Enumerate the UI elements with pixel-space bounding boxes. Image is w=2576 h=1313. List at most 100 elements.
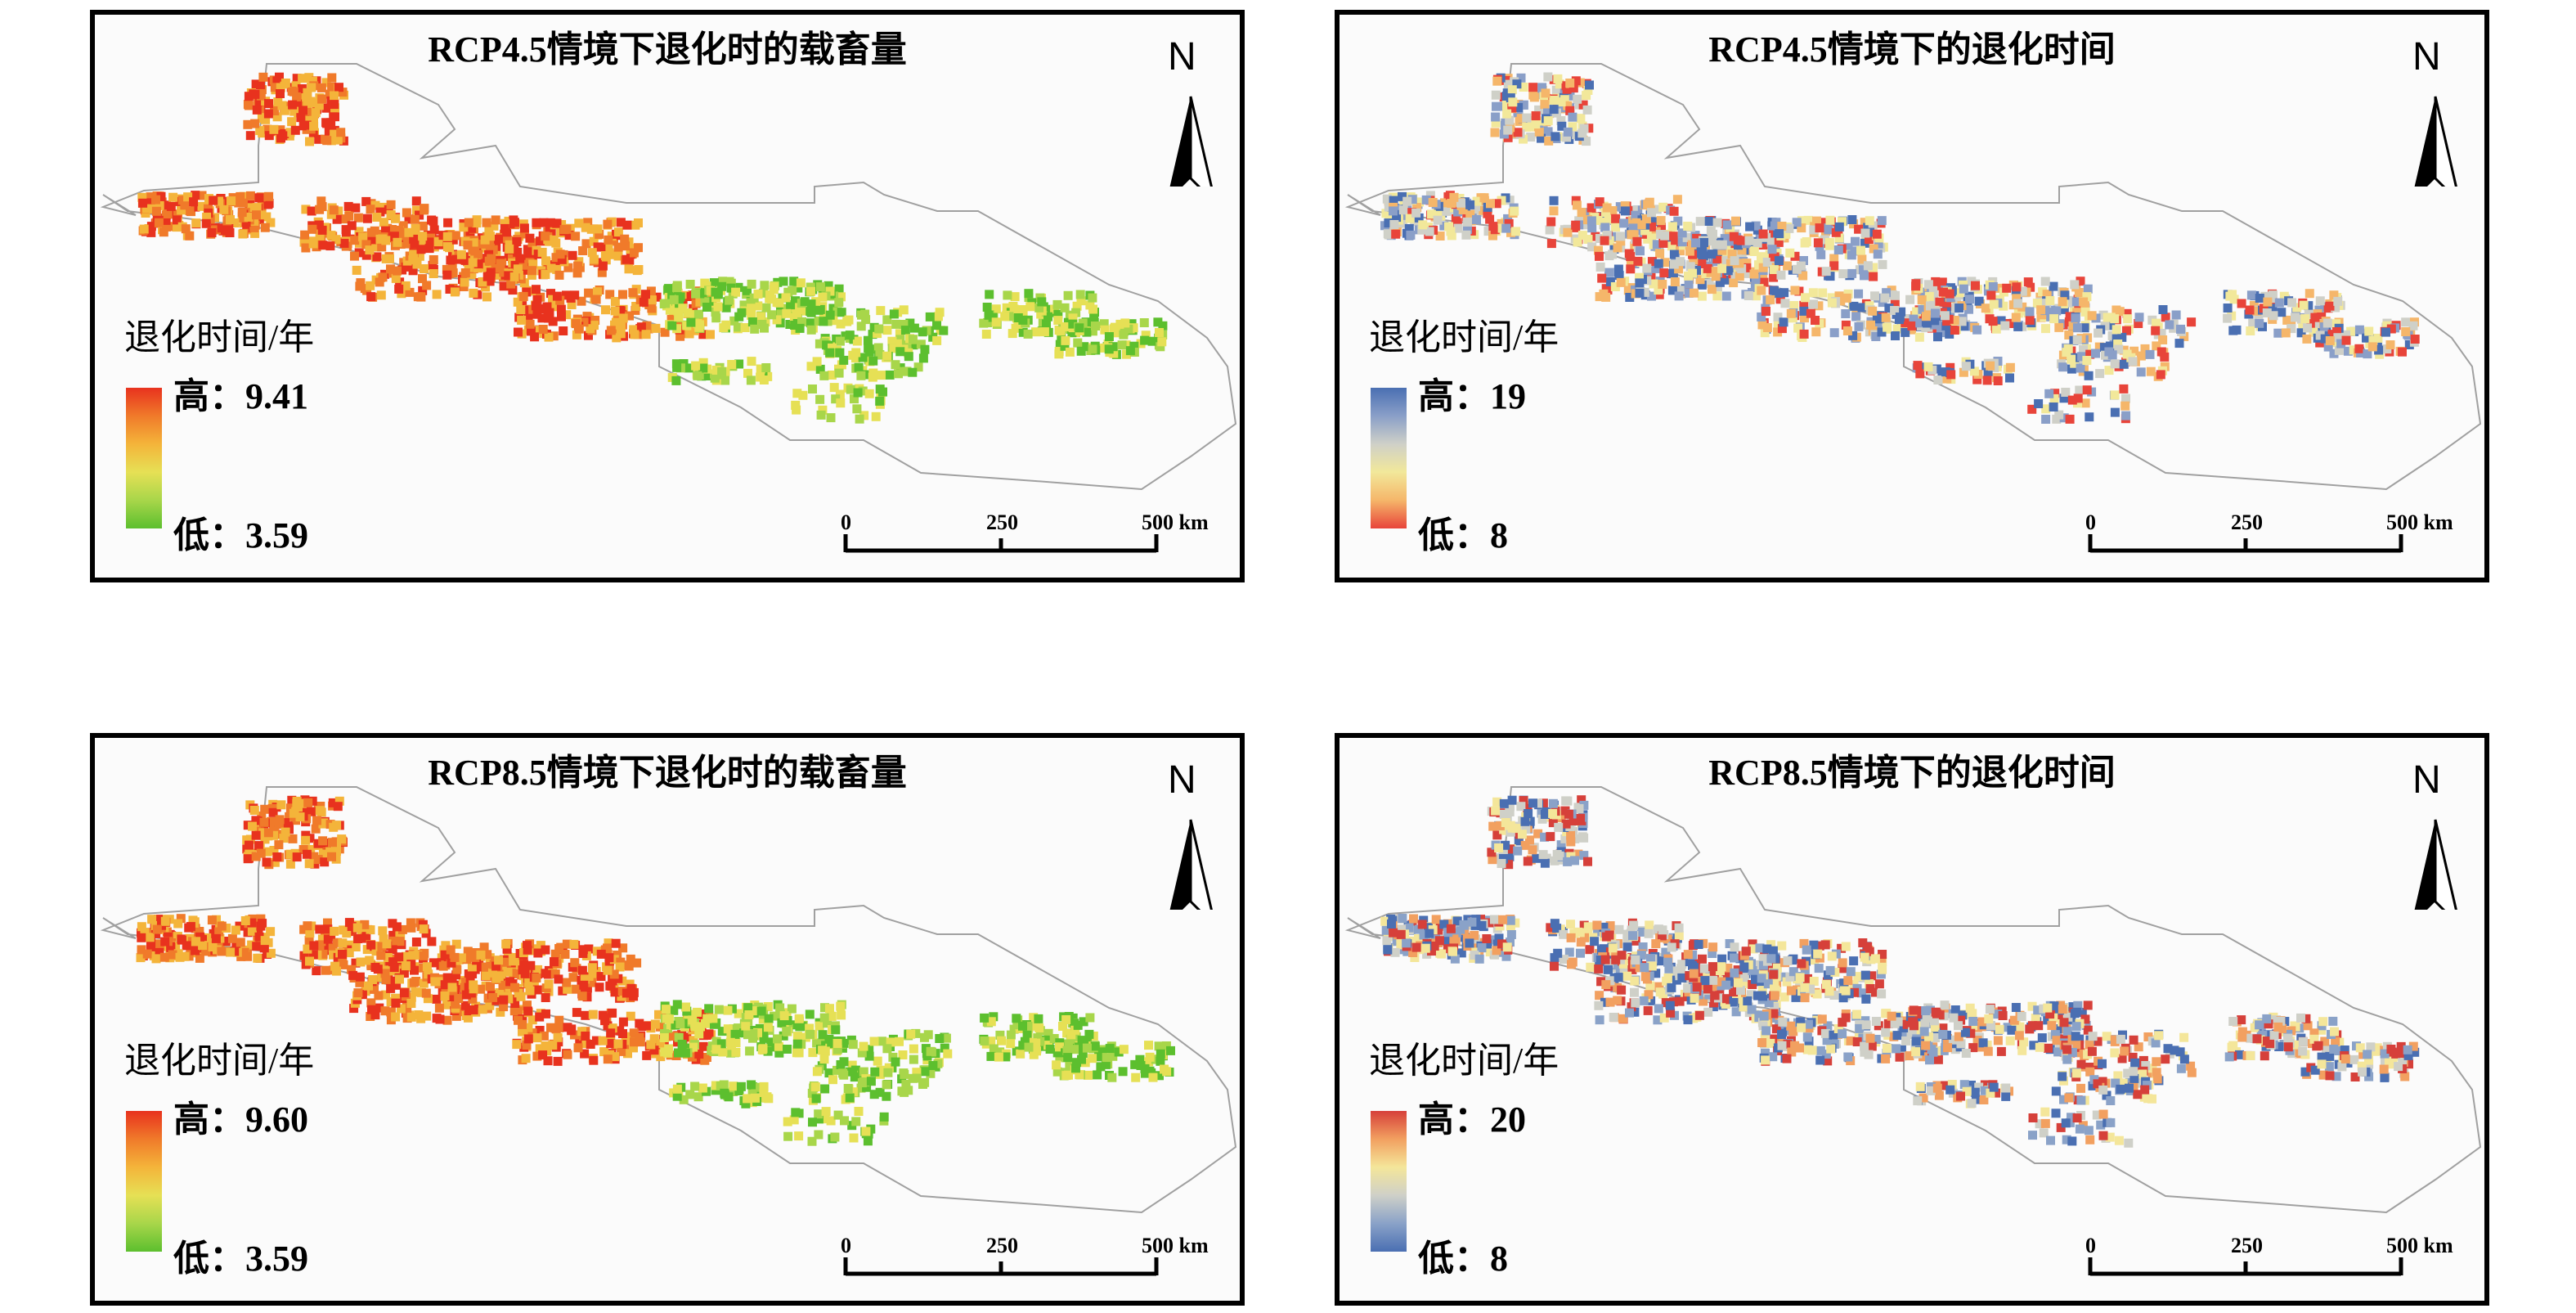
raster-cell xyxy=(440,980,450,990)
raster-cell xyxy=(256,848,266,858)
raster-cell xyxy=(1689,255,1699,265)
raster-cell xyxy=(303,88,312,97)
raster-cell xyxy=(418,274,427,284)
raster-cell xyxy=(1043,1028,1053,1038)
raster-cell xyxy=(868,356,878,366)
raster-cell xyxy=(709,1019,719,1029)
raster-cell xyxy=(252,927,262,937)
raster-cell xyxy=(1654,259,1663,268)
raster-cell xyxy=(245,834,255,844)
raster-cell xyxy=(219,205,229,214)
raster-cell xyxy=(533,948,543,958)
raster-cell xyxy=(1869,272,1878,281)
raster-cell xyxy=(1986,361,1995,371)
raster-cell xyxy=(279,834,289,843)
raster-cell xyxy=(370,984,379,994)
raster-cell xyxy=(2325,336,2335,345)
raster-cell xyxy=(2165,320,2174,330)
raster-cell xyxy=(2300,314,2310,324)
raster-cell xyxy=(618,290,627,299)
raster-cell xyxy=(510,999,520,1008)
raster-cell xyxy=(1815,223,1824,233)
raster-cell xyxy=(1501,951,1511,961)
raster-cell xyxy=(1417,920,1427,929)
raster-cell xyxy=(2046,305,2056,315)
raster-cell xyxy=(1799,300,1809,310)
raster-cell xyxy=(1649,279,1658,289)
raster-cell xyxy=(1537,814,1547,824)
raster-cell xyxy=(743,1094,752,1104)
raster-cell xyxy=(595,229,604,239)
raster-cell xyxy=(675,331,685,341)
raster-cell xyxy=(816,410,826,420)
raster-cell xyxy=(822,340,832,350)
raster-cell xyxy=(338,88,348,97)
raster-cell xyxy=(1022,1028,1032,1038)
raster-cell xyxy=(321,965,330,975)
raster-cell xyxy=(839,1070,849,1080)
raster-cell xyxy=(375,277,384,287)
raster-cell xyxy=(1875,314,1885,324)
raster-cell xyxy=(1767,245,1777,254)
raster-cell xyxy=(1882,288,1892,298)
raster-cell xyxy=(360,933,370,943)
raster-cell xyxy=(418,221,428,231)
raster-cell xyxy=(1470,951,1479,960)
raster-cell xyxy=(717,281,727,291)
raster-cell xyxy=(611,938,621,948)
raster-cell xyxy=(1543,72,1553,82)
raster-cell xyxy=(1563,796,1573,806)
raster-cell xyxy=(1668,269,1678,279)
raster-cell xyxy=(1108,1051,1118,1061)
raster-cell xyxy=(391,1012,401,1022)
raster-cell xyxy=(1396,940,1406,950)
raster-cell xyxy=(708,1014,718,1023)
raster-cell xyxy=(1453,223,1463,233)
raster-cell xyxy=(2027,404,2037,414)
raster-cell xyxy=(254,214,264,224)
raster-cell xyxy=(1651,939,1661,949)
raster-cell xyxy=(269,124,279,134)
raster-cell xyxy=(347,965,357,974)
raster-cell xyxy=(264,99,273,109)
raster-cell xyxy=(2158,305,2168,314)
raster-cell xyxy=(698,1041,708,1051)
raster-cell xyxy=(1931,308,1940,318)
raster-cell xyxy=(882,315,892,325)
raster-cell xyxy=(1720,250,1730,260)
raster-cell xyxy=(843,1084,853,1093)
raster-cell xyxy=(613,251,623,261)
raster-cell xyxy=(419,951,429,960)
raster-cell xyxy=(1697,291,1707,301)
raster-cell xyxy=(989,1012,999,1022)
raster-cell xyxy=(285,849,295,859)
map-canvas xyxy=(1344,786,2482,1214)
raster-cell xyxy=(316,196,326,206)
raster-cell xyxy=(441,985,451,995)
raster-cell xyxy=(404,227,414,237)
raster-cell xyxy=(1912,307,1922,317)
raster-cell xyxy=(587,978,597,987)
raster-cell xyxy=(388,945,397,955)
raster-cell xyxy=(163,209,173,218)
raster-cell xyxy=(1954,304,1964,313)
raster-cell xyxy=(748,1033,757,1043)
raster-cell xyxy=(1425,227,1434,236)
raster-cell xyxy=(1501,818,1510,827)
raster-cell xyxy=(238,198,248,208)
raster-cell xyxy=(746,375,756,385)
raster-cell xyxy=(1600,223,1610,232)
raster-cell xyxy=(1079,1017,1088,1027)
raster-cell xyxy=(1591,232,1600,241)
raster-cell xyxy=(344,948,354,958)
raster-cell xyxy=(1140,1063,1150,1073)
raster-cell xyxy=(895,347,905,357)
raster-cell xyxy=(891,1057,900,1067)
raster-cell xyxy=(173,919,183,929)
raster-cell xyxy=(1546,832,1555,842)
raster-cell xyxy=(763,1046,773,1056)
raster-cell xyxy=(1488,222,1498,232)
raster-cell xyxy=(532,295,542,304)
raster-cell xyxy=(664,284,674,294)
raster-cell xyxy=(518,291,528,301)
